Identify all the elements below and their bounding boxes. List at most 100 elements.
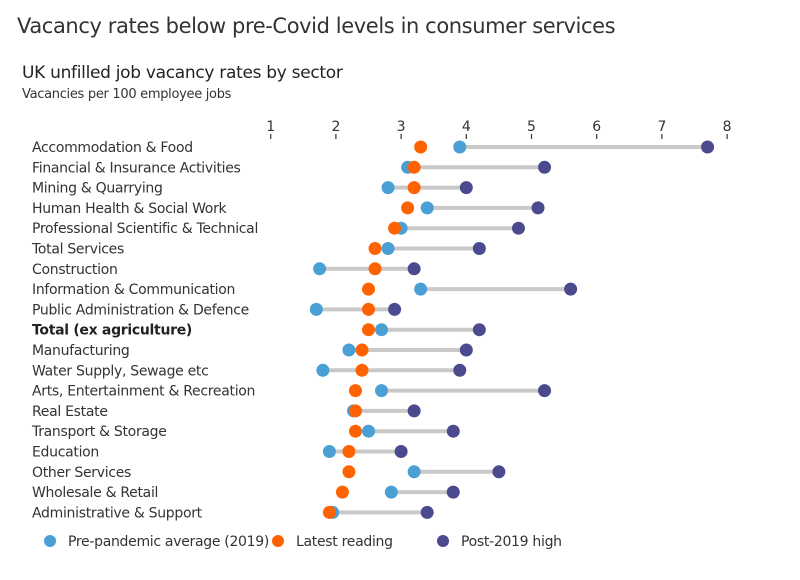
chart-title: UK unfilled job vacancy rates by sector	[22, 63, 343, 83]
chart-row: Mining & Quarrying	[32, 181, 473, 197]
category-label: Transport & Storage	[31, 424, 167, 440]
chart-row: Professional Scientific & Technical	[32, 221, 525, 237]
post-2019-high-dot	[538, 384, 552, 398]
legend-label: Pre-pandemic average (2019)	[68, 534, 269, 550]
legend-swatch	[44, 535, 56, 547]
category-label: Manufacturing	[32, 343, 129, 359]
chart-row: Water Supply, Sewage etc	[32, 363, 467, 379]
post-2019-high-dot	[446, 424, 460, 438]
pre-pandemic-dot	[453, 140, 467, 154]
latest-reading-dot	[414, 140, 428, 154]
category-label: Wholesale & Retail	[32, 485, 158, 501]
latest-reading-dot	[355, 363, 369, 377]
category-label: Education	[32, 445, 99, 461]
x-tick-label: 4	[462, 119, 471, 135]
pre-pandemic-dot	[309, 302, 323, 316]
post-2019-high-dot	[564, 282, 578, 296]
legend-item: Post-2019 high	[437, 534, 562, 550]
latest-reading-dot	[407, 181, 421, 195]
pre-pandemic-dot	[342, 343, 356, 357]
category-label: Construction	[32, 262, 118, 278]
post-2019-high-dot	[472, 242, 486, 255]
chart-row: Administrative & Support	[32, 505, 434, 521]
latest-reading-dot	[348, 424, 362, 438]
latest-reading-dot	[335, 485, 349, 499]
legend: Pre-pandemic average (2019) Latest readin…	[44, 534, 562, 550]
legend-label: Latest reading	[296, 534, 393, 550]
post-2019-high-dot	[511, 221, 525, 235]
pre-pandemic-dot	[381, 242, 395, 255]
category-label: Arts, Entertainment & Recreation	[32, 384, 255, 400]
post-2019-high-dot	[492, 465, 506, 479]
page-title: Vacancy rates below pre-Covid levels in …	[17, 14, 616, 38]
legend-item: Latest reading	[272, 534, 393, 550]
chart-row: Total Services	[31, 242, 486, 258]
chart-row: Manufacturing	[32, 343, 473, 359]
x-tick-label: 8	[723, 119, 732, 135]
category-label: Professional Scientific & Technical	[32, 221, 258, 237]
pre-pandemic-dot	[375, 323, 389, 337]
post-2019-high-dot	[420, 505, 434, 519]
x-axis: 1 2 3 4 5 6 7 8	[266, 119, 732, 139]
category-label: Public Administration & Defence	[32, 302, 249, 318]
latest-reading-dot	[362, 302, 375, 316]
x-tick-label: 2	[331, 119, 340, 135]
category-label: Human Health & Social Work	[32, 201, 228, 217]
x-tick-label: 3	[397, 119, 406, 135]
pre-pandemic-dot	[420, 201, 434, 215]
category-label: Water Supply, Sewage etc	[32, 363, 209, 379]
pre-pandemic-dot	[322, 445, 336, 458]
chart-row: Construction	[32, 262, 421, 278]
chart-row: Transport & Storage	[31, 424, 460, 440]
legend-swatch	[272, 535, 284, 547]
latest-reading-dot	[407, 160, 421, 174]
category-label: Total Services	[31, 242, 124, 258]
x-tick-label: 1	[266, 119, 275, 135]
chart-row: Real Estate	[32, 404, 421, 420]
chart-row: Other Services	[32, 465, 506, 481]
pre-pandemic-dot	[381, 181, 395, 195]
x-tick-label: 5	[527, 119, 536, 135]
chart-row: Wholesale & Retail	[32, 485, 460, 501]
x-tick-label: 6	[592, 119, 601, 135]
post-2019-high-dot	[531, 201, 545, 215]
chart-row: Human Health & Social Work	[32, 201, 545, 217]
pre-pandemic-dot	[375, 384, 389, 398]
pre-pandemic-dot	[316, 363, 330, 377]
post-2019-high-dot	[459, 181, 473, 195]
category-label: Administrative & Support	[32, 505, 203, 521]
category-label: Other Services	[32, 465, 131, 481]
post-2019-high-dot	[407, 262, 421, 276]
legend-item: Pre-pandemic average (2019)	[44, 534, 269, 550]
chart-row: Public Administration & Defence	[32, 302, 402, 318]
chart-subtitle: Vacancies per 100 employee jobs	[22, 87, 232, 102]
post-2019-high-dot	[701, 140, 715, 154]
chart-row: Arts, Entertainment & Recreation	[32, 384, 552, 400]
latest-reading-dot	[368, 262, 382, 276]
category-label: Financial & Insurance Activities	[32, 160, 241, 176]
latest-reading-dot	[342, 445, 356, 458]
latest-reading-dot	[348, 404, 362, 418]
latest-reading-dot	[362, 282, 375, 296]
latest-reading-dot	[388, 221, 402, 235]
pre-pandemic-dot	[407, 465, 421, 479]
legend-swatch	[437, 535, 449, 547]
post-2019-high-dot	[394, 445, 408, 458]
post-2019-high-dot	[453, 363, 467, 377]
latest-reading-dot	[362, 323, 375, 337]
latest-reading-dot	[322, 505, 336, 519]
latest-reading-dot	[368, 242, 382, 255]
x-tick-label: 7	[657, 119, 666, 135]
chart-rows: Accommodation & Food Financial & Insuranc…	[31, 140, 715, 521]
category-label: Mining & Quarrying	[32, 181, 163, 197]
legend-label: Post-2019 high	[461, 534, 562, 550]
post-2019-high-dot	[472, 323, 486, 337]
post-2019-high-dot	[459, 343, 473, 357]
latest-reading-dot	[348, 384, 362, 398]
pre-pandemic-dot	[414, 282, 428, 296]
latest-reading-dot	[342, 465, 356, 479]
chart-row: Information & Communication	[32, 282, 578, 298]
latest-reading-dot	[355, 343, 369, 357]
pre-pandemic-dot	[313, 262, 327, 276]
